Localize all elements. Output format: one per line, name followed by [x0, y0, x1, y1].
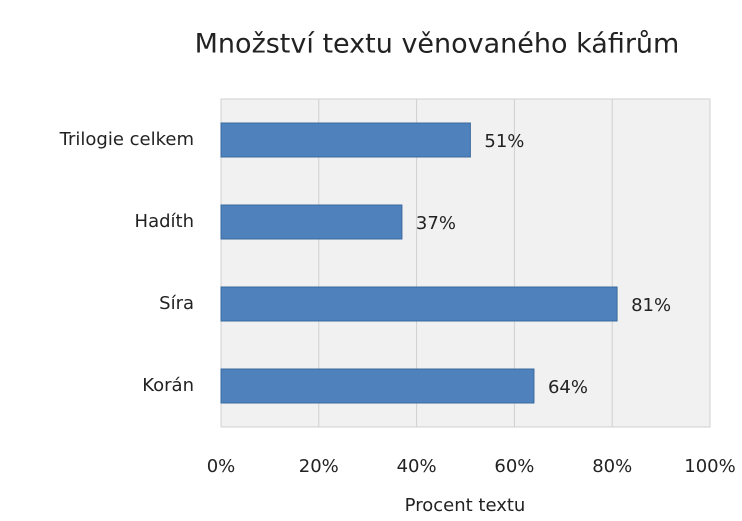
- data-label: 37%: [416, 213, 456, 234]
- bar: [220, 368, 535, 404]
- y-tick-label: Síra: [159, 293, 194, 314]
- chart-title: Množství textu věnovaného káfirům: [195, 29, 680, 60]
- x-tick-label: 40%: [397, 456, 437, 477]
- bar: [220, 204, 403, 240]
- x-axis-label: Procent textu: [405, 495, 526, 516]
- x-tick-label: 20%: [299, 456, 339, 477]
- bar: [220, 286, 618, 322]
- bar: [220, 122, 471, 158]
- x-tick-label: 60%: [494, 456, 534, 477]
- y-tick-label: Trilogie celkem: [59, 129, 194, 150]
- data-label: 81%: [631, 295, 671, 316]
- data-label: 51%: [484, 131, 524, 152]
- y-tick-label: Korán: [142, 375, 194, 396]
- data-label: 64%: [548, 377, 588, 398]
- x-tick-label: 100%: [684, 456, 735, 477]
- y-tick-label: Hadíth: [135, 211, 194, 232]
- x-tick-label: 80%: [592, 456, 632, 477]
- x-tick-label: 0%: [207, 456, 236, 477]
